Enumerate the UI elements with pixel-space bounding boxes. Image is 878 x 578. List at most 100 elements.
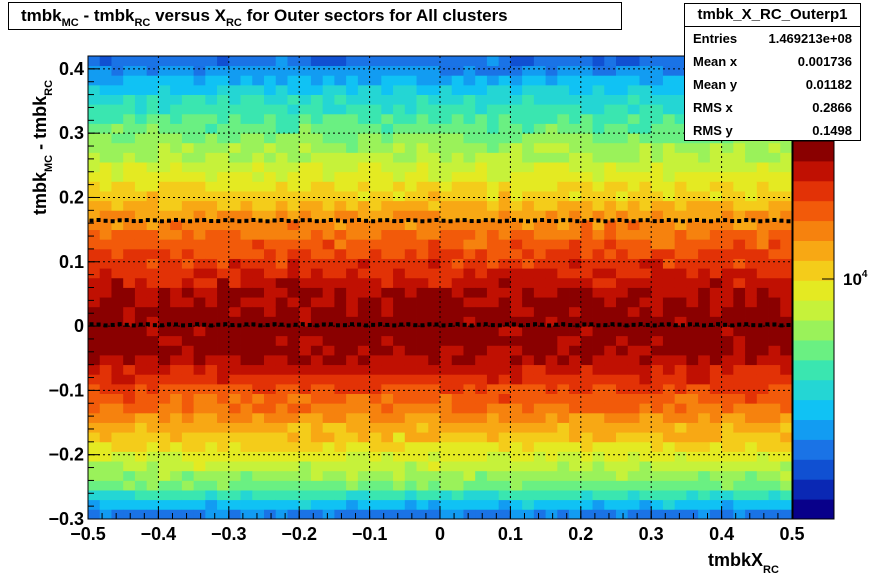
heatmap-cell — [264, 374, 277, 385]
heatmap-cell — [639, 56, 652, 67]
heatmap-cell — [768, 306, 781, 317]
heatmap-cell — [674, 268, 687, 279]
heatmap-cell — [369, 229, 382, 240]
heatmap-cell — [346, 84, 359, 95]
heatmap-cell — [780, 335, 793, 346]
profile-marker — [385, 218, 390, 223]
heatmap-cell — [639, 191, 652, 202]
heatmap-cell — [111, 316, 124, 327]
heatmap-cell — [639, 403, 652, 414]
profile-marker — [540, 218, 545, 223]
heatmap-cell — [404, 219, 417, 231]
heatmap-cell — [158, 142, 171, 153]
heatmap-cell — [557, 335, 570, 346]
heatmap-cell — [299, 152, 312, 163]
heatmap-cell — [545, 364, 558, 375]
heatmap-cell — [662, 461, 676, 472]
heatmap-cell — [193, 509, 206, 520]
heatmap-cell — [569, 345, 582, 356]
heatmap-cell — [604, 345, 617, 356]
profile-marker — [335, 323, 340, 328]
heatmap-cell — [698, 326, 711, 337]
heatmap-cell — [440, 239, 453, 250]
heatmap-cell — [146, 451, 159, 462]
heatmap-cell — [498, 364, 511, 375]
profile-marker — [533, 322, 538, 327]
heatmap-cell — [240, 171, 253, 182]
heatmap-cell — [428, 306, 441, 317]
heatmap-cell — [357, 239, 370, 250]
heatmap-cell — [228, 277, 241, 288]
heatmap-cell — [557, 287, 570, 298]
heatmap-cell — [346, 335, 359, 346]
heatmap-cell — [228, 200, 241, 211]
heatmap-cell — [357, 210, 370, 221]
heatmap-cell — [721, 432, 734, 443]
heatmap-cell — [569, 403, 582, 414]
heatmap-cell — [393, 239, 406, 250]
heatmap-cell — [475, 326, 488, 337]
heatmap-cell — [134, 412, 148, 423]
heatmap-cell — [111, 152, 124, 163]
heatmap-cell — [627, 432, 640, 443]
heatmap-cell — [662, 480, 676, 491]
heatmap-cell — [193, 432, 206, 443]
heatmap-cell — [181, 461, 194, 472]
heatmap-cell — [416, 258, 429, 269]
heatmap-cell — [240, 287, 253, 298]
heatmap-cell — [369, 239, 382, 250]
heatmap-cell — [627, 210, 640, 221]
heatmap-cell — [745, 509, 758, 520]
heatmap-cell — [662, 306, 676, 317]
heatmap-cell — [533, 297, 546, 308]
heatmap-cell — [252, 345, 265, 356]
heatmap-cell — [627, 306, 640, 317]
heatmap-cell — [404, 123, 417, 134]
heatmap-cell — [533, 133, 546, 144]
heatmap-cell — [275, 152, 288, 163]
heatmap-cell — [545, 509, 558, 520]
profile-marker — [223, 322, 228, 327]
heatmap-cell — [674, 393, 687, 404]
heatmap-cell — [252, 248, 265, 259]
heatmap-cell — [780, 162, 793, 173]
heatmap-cell — [498, 268, 511, 279]
heatmap-cell — [99, 181, 112, 192]
heatmap-cell — [158, 374, 171, 385]
heatmap-cell — [686, 393, 699, 404]
heatmap-cell — [170, 142, 183, 153]
heatmap-cell — [240, 451, 253, 462]
heatmap-cell — [310, 364, 324, 375]
heatmap-cell — [287, 133, 300, 144]
heatmap-cell — [416, 355, 429, 366]
heatmap-cell — [404, 297, 417, 308]
heatmap-cell — [522, 335, 535, 346]
heatmap-cell — [205, 258, 218, 269]
heatmap-cell — [651, 94, 664, 105]
heatmap-cell — [557, 171, 570, 182]
heatmap-cell — [240, 239, 253, 250]
heatmap-cell — [381, 219, 394, 231]
heatmap-cell — [205, 470, 218, 481]
heatmap-cell — [580, 470, 593, 481]
heatmap-cell — [357, 345, 370, 356]
heatmap-cell — [334, 258, 347, 269]
heatmap-cell — [639, 345, 652, 356]
heatmap-cell — [475, 113, 488, 124]
heatmap-cell — [604, 451, 617, 462]
heatmap-cell — [522, 490, 535, 501]
heatmap-cell — [252, 326, 265, 337]
heatmap-cell — [745, 306, 758, 317]
heatmap-cell — [146, 441, 159, 452]
heatmap-cell — [510, 287, 523, 298]
heatmap-cell — [627, 345, 640, 356]
heatmap-cell — [510, 258, 523, 269]
heatmap-cell — [616, 104, 629, 115]
heatmap-cell — [686, 248, 699, 259]
profile-marker — [230, 323, 235, 328]
colorbar-bin — [793, 499, 834, 520]
heatmap-cell — [768, 355, 781, 366]
heatmap-cell — [193, 326, 206, 337]
heatmap-cell — [463, 364, 476, 375]
heatmap-cell — [780, 306, 793, 317]
